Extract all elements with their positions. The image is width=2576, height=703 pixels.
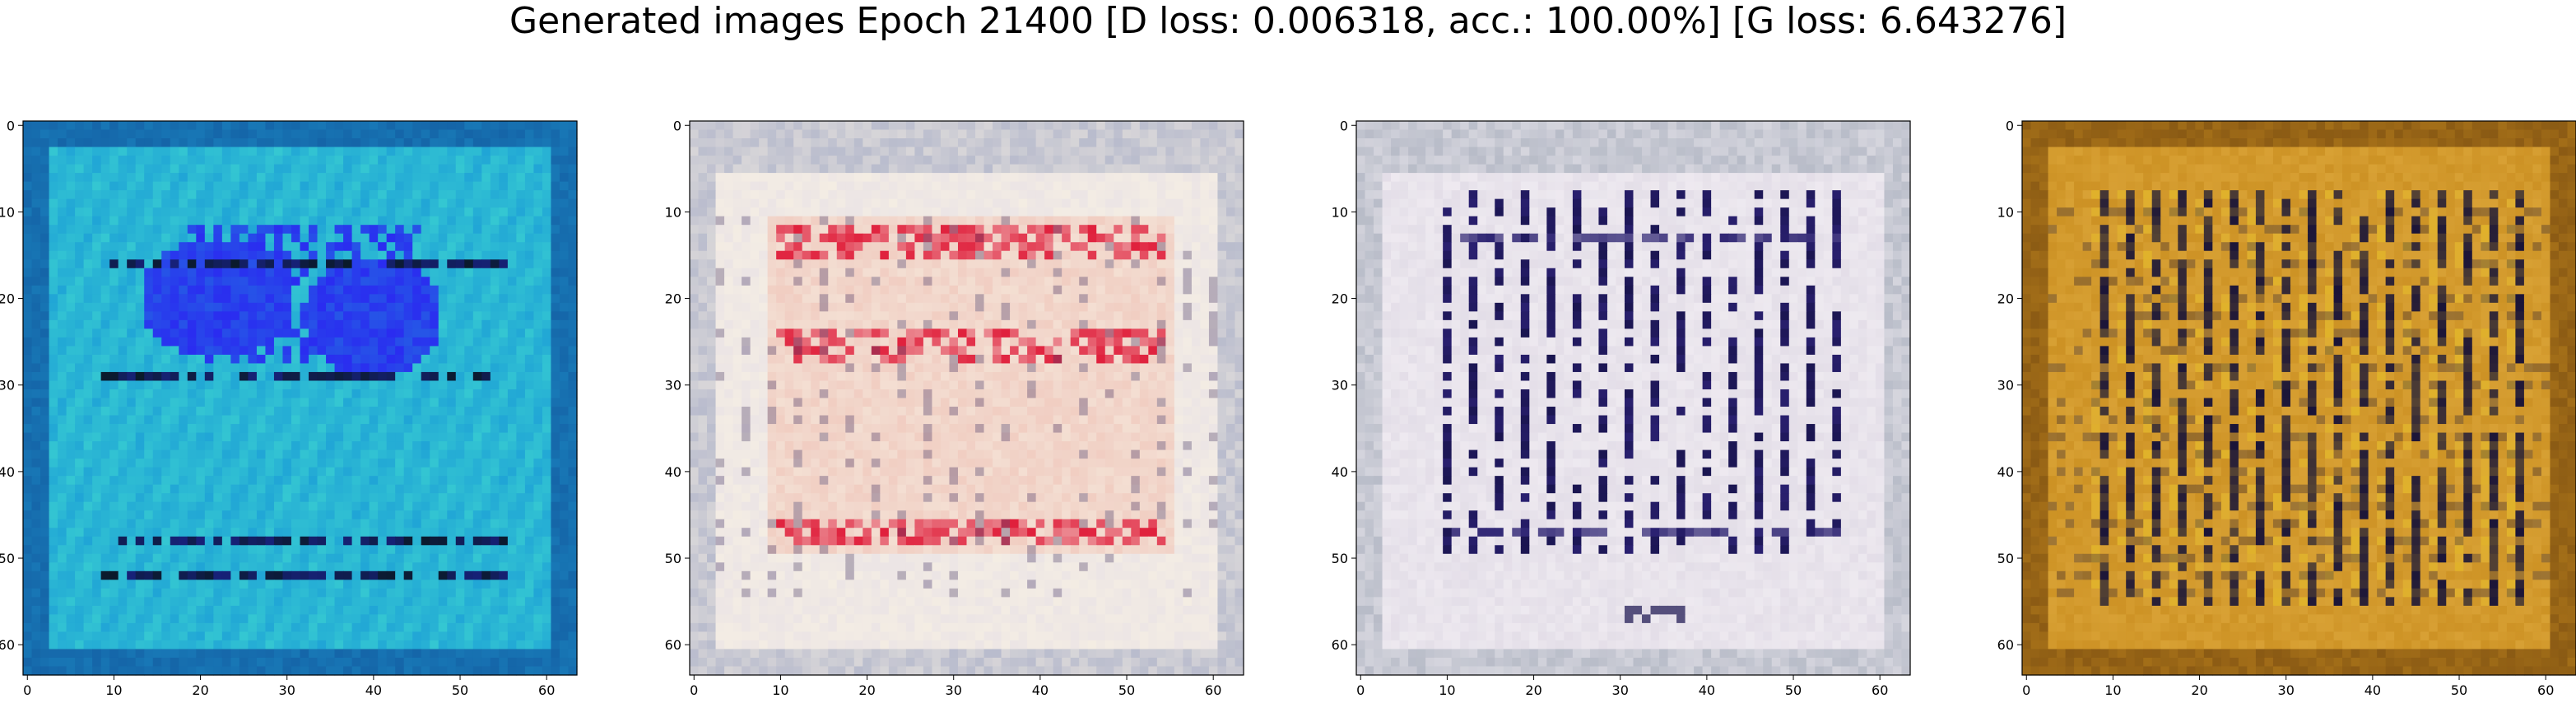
x-tick-label: 10: [105, 682, 122, 698]
y-tick-label: 30: [1997, 378, 2014, 393]
x-tick-label: 50: [1785, 682, 1802, 698]
y-tick-label: 60: [1997, 637, 2014, 653]
y-tick-label: 20: [0, 291, 15, 307]
x-tick-label: 30: [2278, 682, 2295, 698]
x-tick-label: 40: [1699, 682, 1715, 698]
y-tick-label: 0: [1340, 118, 1348, 133]
x-tick-label: 60: [2537, 682, 2554, 698]
y-tick-label: 30: [665, 378, 681, 393]
x-tick-label: 20: [2191, 682, 2207, 698]
x-tick-label: 30: [946, 682, 962, 698]
y-tick-label: 50: [1332, 551, 1348, 566]
y-tick-label: 20: [665, 291, 681, 307]
x-tick-label: 40: [2364, 682, 2381, 698]
x-tick-label: 50: [1118, 682, 1135, 698]
image-pixels: [23, 121, 578, 676]
y-tick-label: 10: [1997, 204, 2014, 220]
x-tick-label: 0: [23, 682, 31, 698]
y-tick-label: 40: [0, 464, 15, 480]
y-tick-label: 20: [1997, 291, 2014, 307]
figure-title: Generated images Epoch 21400 [D loss: 0.…: [0, 2, 2576, 41]
x-tick-label: 0: [1356, 682, 1365, 698]
x-tick-label: 20: [858, 682, 875, 698]
x-tick-label: 30: [1612, 682, 1629, 698]
y-tick-label: 30: [0, 378, 15, 393]
y-tick-label: 50: [665, 551, 681, 566]
x-tick-label: 20: [192, 682, 208, 698]
y-tick-label: 10: [0, 204, 15, 220]
y-tick-label: 10: [665, 204, 681, 220]
x-tick-label: 50: [2451, 682, 2467, 698]
y-tick-label: 40: [1332, 464, 1348, 480]
x-tick-label: 10: [2104, 682, 2121, 698]
x-tick-label: 0: [690, 682, 698, 698]
y-tick-label: 60: [1332, 637, 1348, 653]
y-tick-label: 40: [665, 464, 681, 480]
y-tick-label: 0: [673, 118, 681, 133]
y-tick-label: 10: [1332, 204, 1348, 220]
y-tick-label: 30: [1332, 378, 1348, 393]
y-tick-label: 50: [0, 551, 15, 566]
image-panel-1: 0 10 20 30 40 50 60 0 10 20 30 40 50 60: [0, 121, 580, 703]
y-tick-label: 60: [0, 637, 15, 653]
x-tick-label: 40: [1032, 682, 1049, 698]
image-pixels: [690, 121, 1244, 676]
x-tick-label: 50: [452, 682, 468, 698]
x-tick-label: 40: [365, 682, 382, 698]
image-panel-3: 0 10 20 30 40 50 60 0 10 20 30 40 50 60: [1323, 121, 1913, 703]
x-tick-label: 10: [1439, 682, 1455, 698]
image-panel-4: 0 10 20 30 40 50 60 0 10 20 30 40 50 60: [1989, 121, 2576, 703]
image-panel-2: 0 10 20 30 40 50 60 0 10 20 30 40 50 60: [657, 121, 1247, 703]
x-tick-label: 60: [1205, 682, 1221, 698]
x-tick-label: 60: [538, 682, 555, 698]
x-tick-label: 60: [1872, 682, 1888, 698]
y-tick-label: 0: [7, 118, 15, 133]
y-tick-label: 60: [665, 637, 681, 653]
image-pixels: [2022, 121, 2576, 676]
x-tick-label: 10: [772, 682, 788, 698]
y-tick-label: 40: [1997, 464, 2014, 480]
x-tick-label: 30: [279, 682, 295, 698]
y-tick-label: 20: [1332, 291, 1348, 307]
x-tick-label: 0: [2022, 682, 2030, 698]
image-pixels: [1356, 121, 1911, 676]
x-tick-label: 20: [1525, 682, 1541, 698]
y-tick-label: 0: [2006, 118, 2014, 133]
y-tick-label: 50: [1997, 551, 2014, 566]
